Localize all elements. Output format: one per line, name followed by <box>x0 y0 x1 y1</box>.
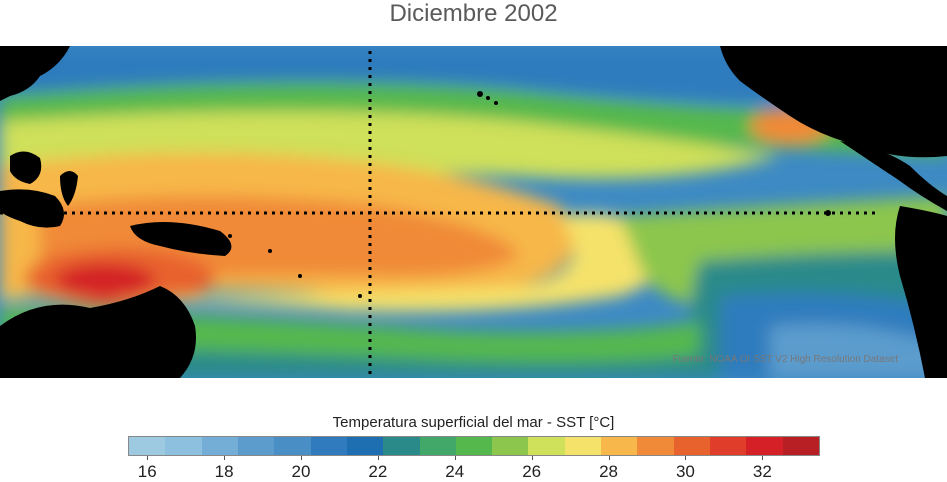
colorbar-tick-label: 32 <box>752 462 772 481</box>
colorbar-segment <box>455 437 493 455</box>
colorbar-segment <box>710 437 747 455</box>
colorbar-segment <box>637 437 674 455</box>
colorbar-tick-label: 18 <box>214 462 234 481</box>
north-america-land <box>720 46 947 158</box>
colorbar-segment <box>528 437 565 455</box>
colorbar-label: Temperatura superficial del mar - SST [°… <box>332 414 615 431</box>
colorbar-segment <box>237 437 275 455</box>
colorbar-tickmark <box>608 456 610 460</box>
colorbar-tickmark <box>685 456 687 460</box>
colorbar-segment <box>601 437 638 455</box>
colorbar-segment <box>165 437 202 455</box>
colorbar-segment <box>419 437 456 455</box>
colorbar <box>128 436 820 456</box>
colorbar-tick-label: 20 <box>291 462 311 481</box>
colorbar-tick-label: 16 <box>137 462 157 481</box>
central-america-land <box>840 141 947 211</box>
colorbar-tick-label: 28 <box>599 462 619 481</box>
colorbar-segment <box>564 437 602 455</box>
indonesia-land <box>0 189 64 228</box>
colorbar-ticks: 16 18 20 22 24 26 28 30 32 <box>128 456 820 481</box>
colorbar-tickmark <box>762 456 764 460</box>
asia-land <box>0 46 70 101</box>
colorbar-tick-label: 22 <box>368 462 388 481</box>
colorbar-segment <box>201 437 238 455</box>
colorbar-tick-label: 26 <box>522 462 542 481</box>
sulawesi-land <box>60 171 78 206</box>
hawaii-islands <box>477 91 483 97</box>
colorbar-segment <box>746 437 783 455</box>
colorbar-tickmark <box>224 456 226 460</box>
landmasses <box>0 46 947 378</box>
colorbar-tick-label: 30 <box>675 462 695 481</box>
colorbar-segment <box>383 437 420 455</box>
new-guinea-land <box>130 222 232 256</box>
borneo-land <box>10 151 42 184</box>
south-america-land <box>895 206 947 378</box>
colorbar-segment <box>492 437 529 455</box>
colorbar-tick-label: 24 <box>445 462 465 481</box>
colorbar-segment <box>274 437 311 455</box>
source-label: Fuente: NOAA OI SST V2 High Resolution D… <box>673 354 899 365</box>
colorbar-tickmark <box>377 456 379 460</box>
colorbar-segment <box>310 437 347 455</box>
colorbar-tickmark <box>301 456 302 460</box>
colorbar-segment <box>782 437 819 455</box>
colorbar-segment <box>346 437 384 455</box>
colorbar-tickmark <box>147 456 149 460</box>
colorbar-segment <box>673 437 710 455</box>
colorbar-segment <box>129 437 166 455</box>
map-title: Diciembre 2002 <box>389 0 558 27</box>
colorbar-tickmark <box>531 456 533 460</box>
colorbar-tickmark <box>454 456 456 460</box>
caribbean-islands <box>860 103 900 112</box>
sst-map: Fuente: NOAA OI SST V2 High Resolution D… <box>0 46 947 378</box>
australia-land <box>0 286 196 378</box>
